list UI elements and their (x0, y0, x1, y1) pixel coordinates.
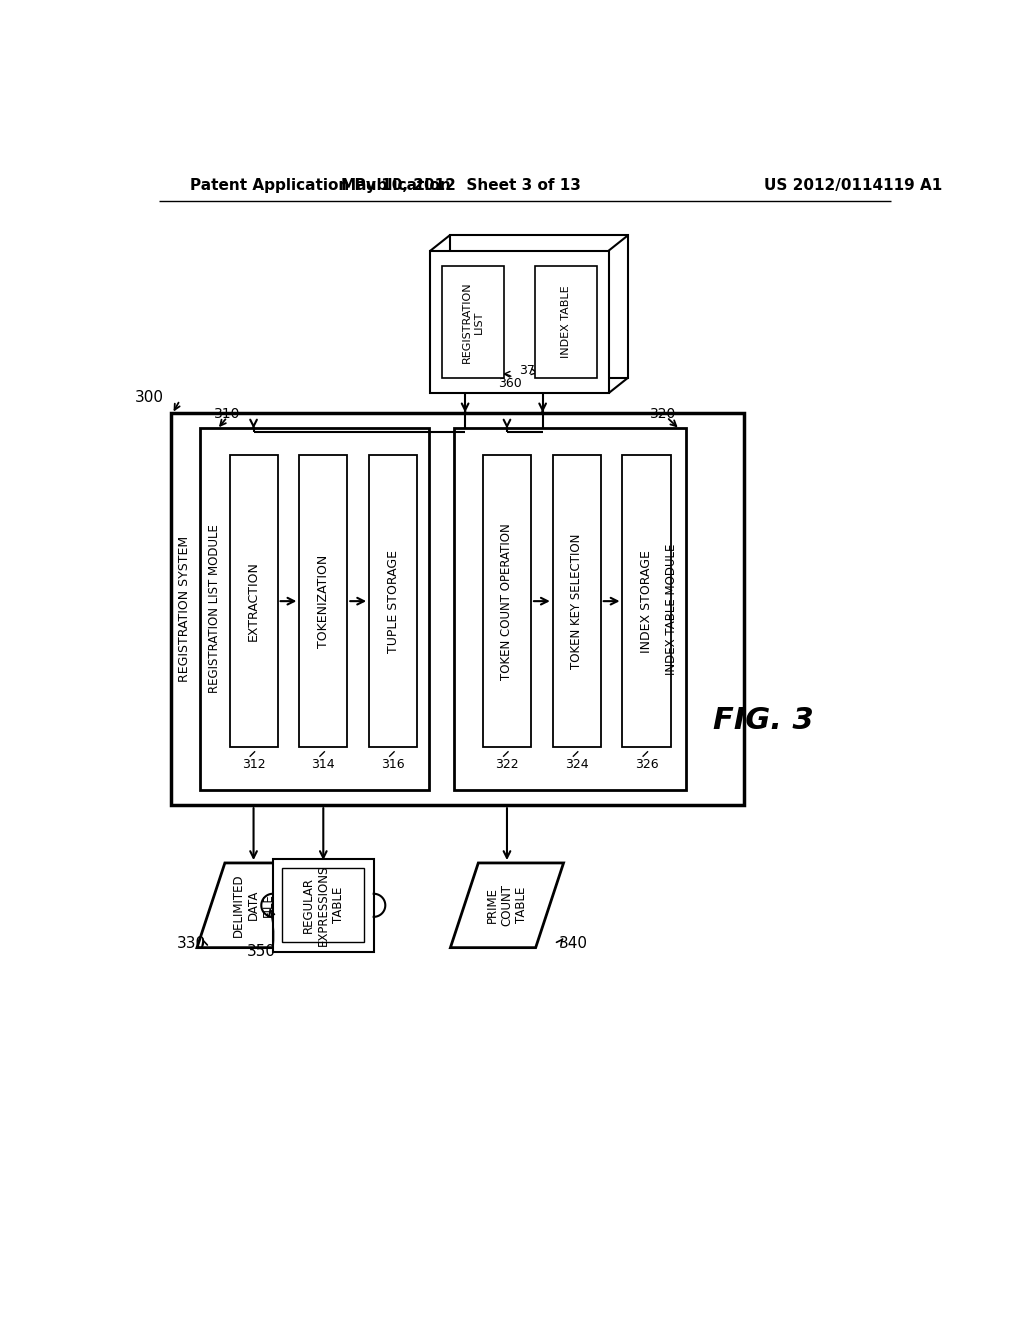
Text: 330: 330 (177, 936, 206, 952)
Text: FIG. 3: FIG. 3 (713, 706, 814, 735)
Text: REGULAR
EXPRESSIONS
TABLE: REGULAR EXPRESSIONS TABLE (302, 865, 345, 946)
Text: 370: 370 (519, 363, 543, 376)
Bar (171, 413, 744, 805)
Text: 310: 310 (214, 407, 241, 421)
Text: 322: 322 (496, 758, 519, 771)
Bar (430, 251, 608, 393)
Text: REGISTRATION LIST MODULE: REGISTRATION LIST MODULE (208, 524, 221, 693)
Text: 316: 316 (381, 758, 404, 771)
Bar (299, 455, 347, 747)
Bar (483, 455, 531, 747)
Text: EXTRACTION: EXTRACTION (247, 561, 260, 642)
Text: 340: 340 (558, 936, 588, 952)
Bar (442, 267, 504, 378)
Text: Patent Application Publication: Patent Application Publication (190, 178, 451, 193)
Bar (200, 428, 429, 789)
Text: REGISTRATION SYSTEM: REGISTRATION SYSTEM (178, 536, 191, 682)
Text: 300: 300 (134, 389, 164, 405)
Text: May 10, 2012  Sheet 3 of 13: May 10, 2012 Sheet 3 of 13 (341, 178, 582, 193)
Text: TUPLE STORAGE: TUPLE STORAGE (386, 549, 399, 652)
Text: DELIMITED
DATA
FILE: DELIMITED DATA FILE (232, 874, 275, 937)
Bar (283, 869, 365, 942)
Text: PRIME
COUNT
TABLE: PRIME COUNT TABLE (485, 884, 528, 927)
Text: 324: 324 (565, 758, 589, 771)
Polygon shape (451, 863, 563, 948)
Text: TOKENIZATION: TOKENIZATION (316, 554, 330, 648)
Bar (229, 455, 278, 747)
Polygon shape (197, 863, 310, 948)
Text: 360: 360 (499, 376, 522, 389)
Text: REGISTRATION
LIST: REGISTRATION LIST (462, 281, 483, 363)
Bar (553, 455, 601, 747)
Bar (535, 267, 597, 378)
Text: 312: 312 (242, 758, 265, 771)
Bar (454, 428, 686, 789)
Bar (273, 859, 374, 952)
Text: US 2012/0114119 A1: US 2012/0114119 A1 (764, 178, 942, 193)
Bar (623, 455, 671, 747)
Bar (369, 455, 417, 747)
Text: TOKEN KEY SELECTION: TOKEN KEY SELECTION (570, 533, 584, 669)
Text: INDEX STORAGE: INDEX STORAGE (640, 549, 653, 652)
Text: INDEX TABLE: INDEX TABLE (561, 285, 570, 358)
Text: TOKEN COUNT OPERATION: TOKEN COUNT OPERATION (501, 523, 513, 680)
Text: INDEX TABLE MODULE: INDEX TABLE MODULE (665, 543, 678, 675)
Text: 314: 314 (311, 758, 335, 771)
Text: 320: 320 (649, 407, 676, 421)
Text: 326: 326 (635, 758, 658, 771)
Text: 350: 350 (247, 944, 275, 960)
Bar (450, 235, 628, 378)
